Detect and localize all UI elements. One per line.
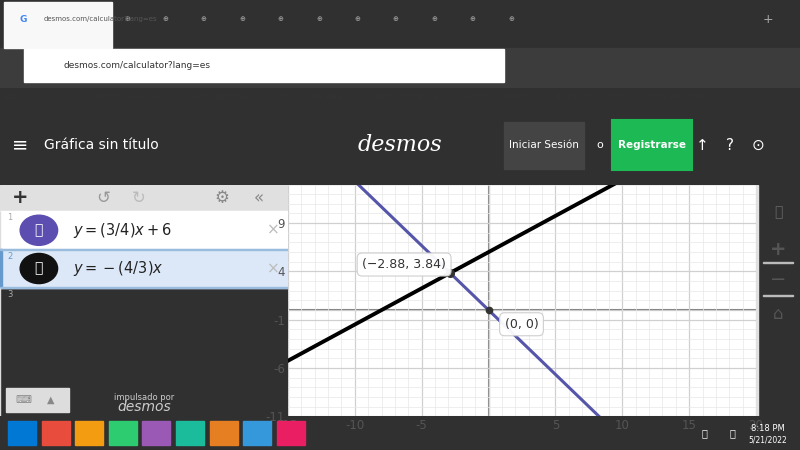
Text: ⚙: ⚙	[214, 189, 229, 207]
Text: +: +	[770, 240, 786, 259]
Text: 🔧: 🔧	[774, 205, 782, 219]
Bar	[0, 249, 288, 288]
Bar	[277, 421, 305, 445]
Text: ⊙: ⊙	[751, 138, 764, 153]
Text: ?: ?	[726, 138, 734, 153]
Bar	[176, 421, 204, 445]
Text: ⊕: ⊕	[278, 16, 283, 22]
Circle shape	[20, 253, 58, 284]
Text: 🔊: 🔊	[701, 428, 707, 438]
Text: ⌨: ⌨	[15, 395, 31, 405]
Bar	[504, 122, 584, 169]
Text: Apps: Apps	[4, 94, 21, 100]
Bar	[756, 184, 758, 416]
Text: Other bookmarks: Other bookmarks	[648, 94, 709, 100]
Text: Iniciar Sesión: Iniciar Sesión	[509, 140, 579, 150]
Text: Diario Agenttravel.e...: Diario Agenttravel.e...	[188, 94, 265, 100]
Text: Brainly.com - For st...: Brainly.com - For st...	[556, 94, 630, 100]
Text: (−2.88, 3.84): (−2.88, 3.84)	[362, 258, 446, 271]
Bar	[243, 421, 271, 445]
Text: Aplicaciones para a...: Aplicaciones para a...	[280, 94, 355, 100]
Text: ⊕: ⊕	[316, 16, 322, 22]
Bar	[4, 2, 112, 48]
Circle shape	[20, 215, 58, 245]
Text: +: +	[12, 189, 29, 207]
Text: 𝒩: 𝒩	[34, 223, 43, 237]
Bar	[762, 295, 794, 296]
Text: Accede | CACOOVE...: Accede | CACOOVE...	[96, 93, 169, 100]
Text: Gráfica sin título: Gráfica sin título	[44, 138, 158, 152]
Text: ×: ×	[267, 261, 280, 276]
Text: 1: 1	[7, 213, 13, 222]
Bar	[0, 211, 288, 249]
Text: 8:18 PM: 8:18 PM	[751, 423, 785, 432]
Text: Registrarse: Registrarse	[618, 140, 686, 150]
Bar	[612, 120, 692, 171]
Text: ▲: ▲	[46, 395, 54, 405]
Text: ≡: ≡	[12, 135, 28, 155]
Bar	[42, 421, 70, 445]
Text: $y = (3/4)x + 6$: $y = (3/4)x + 6$	[74, 221, 172, 240]
Text: 5/21/2022: 5/21/2022	[749, 436, 787, 445]
Text: ↻: ↻	[131, 189, 145, 207]
Bar	[8, 421, 36, 445]
Bar	[109, 421, 137, 445]
Text: 3: 3	[7, 290, 13, 299]
Text: desmos.com/calculator?lang=es: desmos.com/calculator?lang=es	[44, 16, 158, 22]
Bar	[0, 249, 288, 250]
Text: ⊕: ⊕	[508, 16, 514, 22]
Text: desmos: desmos	[358, 134, 442, 156]
Text: ⊕: ⊕	[201, 16, 206, 22]
Text: desmos: desmos	[117, 400, 171, 414]
Text: ⊕: ⊕	[393, 16, 398, 22]
Text: ⊕: ⊕	[239, 16, 245, 22]
Bar	[75, 421, 103, 445]
Text: ⊕: ⊕	[470, 16, 475, 22]
Bar	[0, 249, 2, 288]
Bar	[762, 262, 794, 263]
Text: $y = -(4/3)x$: $y = -(4/3)x$	[74, 259, 164, 278]
Text: Yaam - Strandbar a...: Yaam - Strandbar a...	[372, 94, 446, 100]
Text: +: +	[762, 13, 774, 26]
Text: ↑: ↑	[696, 138, 709, 153]
Text: «: «	[254, 189, 264, 207]
Text: ↺: ↺	[97, 189, 110, 207]
Text: o: o	[597, 140, 603, 150]
Bar	[0, 184, 288, 211]
Text: −: −	[770, 270, 786, 289]
Text: desmos.com/calculator?lang=es: desmos.com/calculator?lang=es	[64, 61, 211, 70]
Text: ⌂: ⌂	[773, 305, 783, 323]
Text: 🔋: 🔋	[729, 428, 735, 438]
Bar	[142, 421, 170, 445]
Text: ⊕: ⊕	[354, 16, 360, 22]
Text: G: G	[20, 15, 27, 24]
Bar	[0, 48, 800, 88]
Bar	[0, 287, 288, 288]
Bar	[0, 0, 800, 48]
Bar	[210, 421, 238, 445]
Text: ⊕: ⊕	[431, 16, 437, 22]
Text: ⊕: ⊕	[162, 16, 168, 22]
Text: Desmos | Graphing...: Desmos | Graphing...	[464, 93, 538, 100]
Bar	[24, 49, 504, 82]
Text: (0, 0): (0, 0)	[505, 318, 538, 331]
Text: ×: ×	[267, 223, 280, 238]
Text: ⊕: ⊕	[124, 16, 130, 22]
Text: 𝒩: 𝒩	[34, 261, 43, 275]
Text: impulsado por: impulsado por	[114, 393, 174, 402]
Bar	[6, 388, 69, 412]
Text: 2: 2	[7, 252, 13, 261]
